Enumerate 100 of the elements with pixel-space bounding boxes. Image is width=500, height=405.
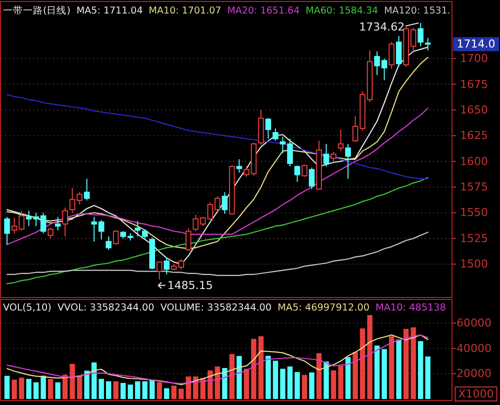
bar xyxy=(150,380,155,399)
candlestick xyxy=(345,143,351,180)
bar xyxy=(76,376,82,399)
bar xyxy=(374,346,380,399)
bar xyxy=(84,370,90,399)
bar xyxy=(258,336,264,399)
bar xyxy=(156,382,162,399)
bar xyxy=(120,382,126,399)
bar xyxy=(222,368,228,399)
bar xyxy=(425,356,430,399)
bar xyxy=(186,376,192,399)
bar xyxy=(280,368,286,399)
annotation: VVOL: 33582344.00 xyxy=(57,302,154,314)
candlestick xyxy=(236,158,242,174)
text: MA120: 1531. xyxy=(384,6,450,16)
bar xyxy=(26,378,32,399)
candlestick xyxy=(338,128,344,152)
annotation: 1485.15 xyxy=(167,278,213,292)
candlestick xyxy=(302,164,308,178)
candlestick xyxy=(323,143,330,167)
candlestick xyxy=(112,230,119,246)
bar xyxy=(338,366,344,399)
chart-title: VOL(5,10) xyxy=(3,302,52,314)
bar xyxy=(388,336,394,399)
candlestick xyxy=(272,128,278,142)
y-tick-label: 1525 xyxy=(460,232,488,245)
bar xyxy=(266,356,271,399)
y-tick-label: 1650 xyxy=(460,103,488,116)
bar xyxy=(352,352,358,399)
bar xyxy=(403,328,409,399)
y-axis-title: X1000 xyxy=(458,388,494,400)
candlestick xyxy=(62,207,68,237)
bar xyxy=(18,378,24,399)
bar xyxy=(98,378,104,399)
text: MA10: 1701.07 xyxy=(148,6,222,16)
bar xyxy=(70,364,75,399)
bar xyxy=(208,370,213,399)
annotation: VOLUME: 33582344.00 xyxy=(160,302,272,314)
bar xyxy=(48,378,54,399)
bar xyxy=(142,381,148,399)
annotation: 1734.62 xyxy=(359,20,405,34)
bar xyxy=(410,327,416,399)
candlestick xyxy=(308,167,315,190)
y-tick-label: 1700 xyxy=(460,52,488,66)
y-tick-label: 1500 xyxy=(460,258,488,271)
candlestick xyxy=(142,228,148,239)
bar xyxy=(12,380,17,399)
candlestick xyxy=(134,220,141,237)
text: MA5: 46997912.00 xyxy=(278,302,370,314)
bar xyxy=(4,376,10,399)
bar xyxy=(135,381,140,399)
text: MA20: 1651.64 xyxy=(227,6,300,16)
bar xyxy=(287,366,293,399)
candlestick xyxy=(54,216,61,231)
candlestick xyxy=(84,178,90,201)
bar xyxy=(345,357,351,399)
bar xyxy=(418,341,424,399)
candlestick xyxy=(186,228,192,252)
candlestick xyxy=(396,35,402,68)
bar xyxy=(316,353,322,399)
candlestick xyxy=(164,257,170,275)
bar xyxy=(229,354,235,399)
bar xyxy=(40,376,46,399)
bar xyxy=(302,374,308,399)
y-tick-label: 1575 xyxy=(460,180,488,194)
text: MA10: 485138 xyxy=(376,302,446,314)
candlestick xyxy=(388,42,394,70)
y-tick-label: 40000 xyxy=(456,342,492,355)
y-tick-label: 1675 xyxy=(460,78,488,91)
bar xyxy=(244,368,250,399)
bar xyxy=(236,356,242,399)
bar xyxy=(128,384,133,399)
bar xyxy=(251,338,256,399)
candlestick xyxy=(48,228,54,239)
y-tick-label: 1625 xyxy=(460,129,488,142)
candlestick xyxy=(330,152,336,162)
y-tick-label: 20000 xyxy=(456,367,492,380)
bar xyxy=(113,381,118,399)
y-tick-label: 1600 xyxy=(460,154,488,168)
bar xyxy=(367,315,372,399)
bar xyxy=(272,360,278,399)
candlestick xyxy=(156,262,162,280)
y-tick-label: 60000 xyxy=(456,316,492,330)
text: MA60: 1584.34 xyxy=(306,6,378,16)
bar xyxy=(396,340,402,399)
candlestick xyxy=(106,236,112,250)
bar xyxy=(294,372,300,399)
y-tick-label: 1550 xyxy=(460,206,488,220)
bar xyxy=(55,382,60,399)
bar xyxy=(91,362,97,399)
line-series xyxy=(6,94,428,180)
bar xyxy=(106,381,112,399)
bar xyxy=(164,388,170,399)
candlestick xyxy=(424,38,431,51)
bar xyxy=(382,349,387,399)
bar xyxy=(360,328,366,399)
bar xyxy=(324,362,329,399)
candlestick xyxy=(294,164,300,182)
text: 1714.0 xyxy=(456,38,496,51)
candlestick xyxy=(222,192,228,214)
